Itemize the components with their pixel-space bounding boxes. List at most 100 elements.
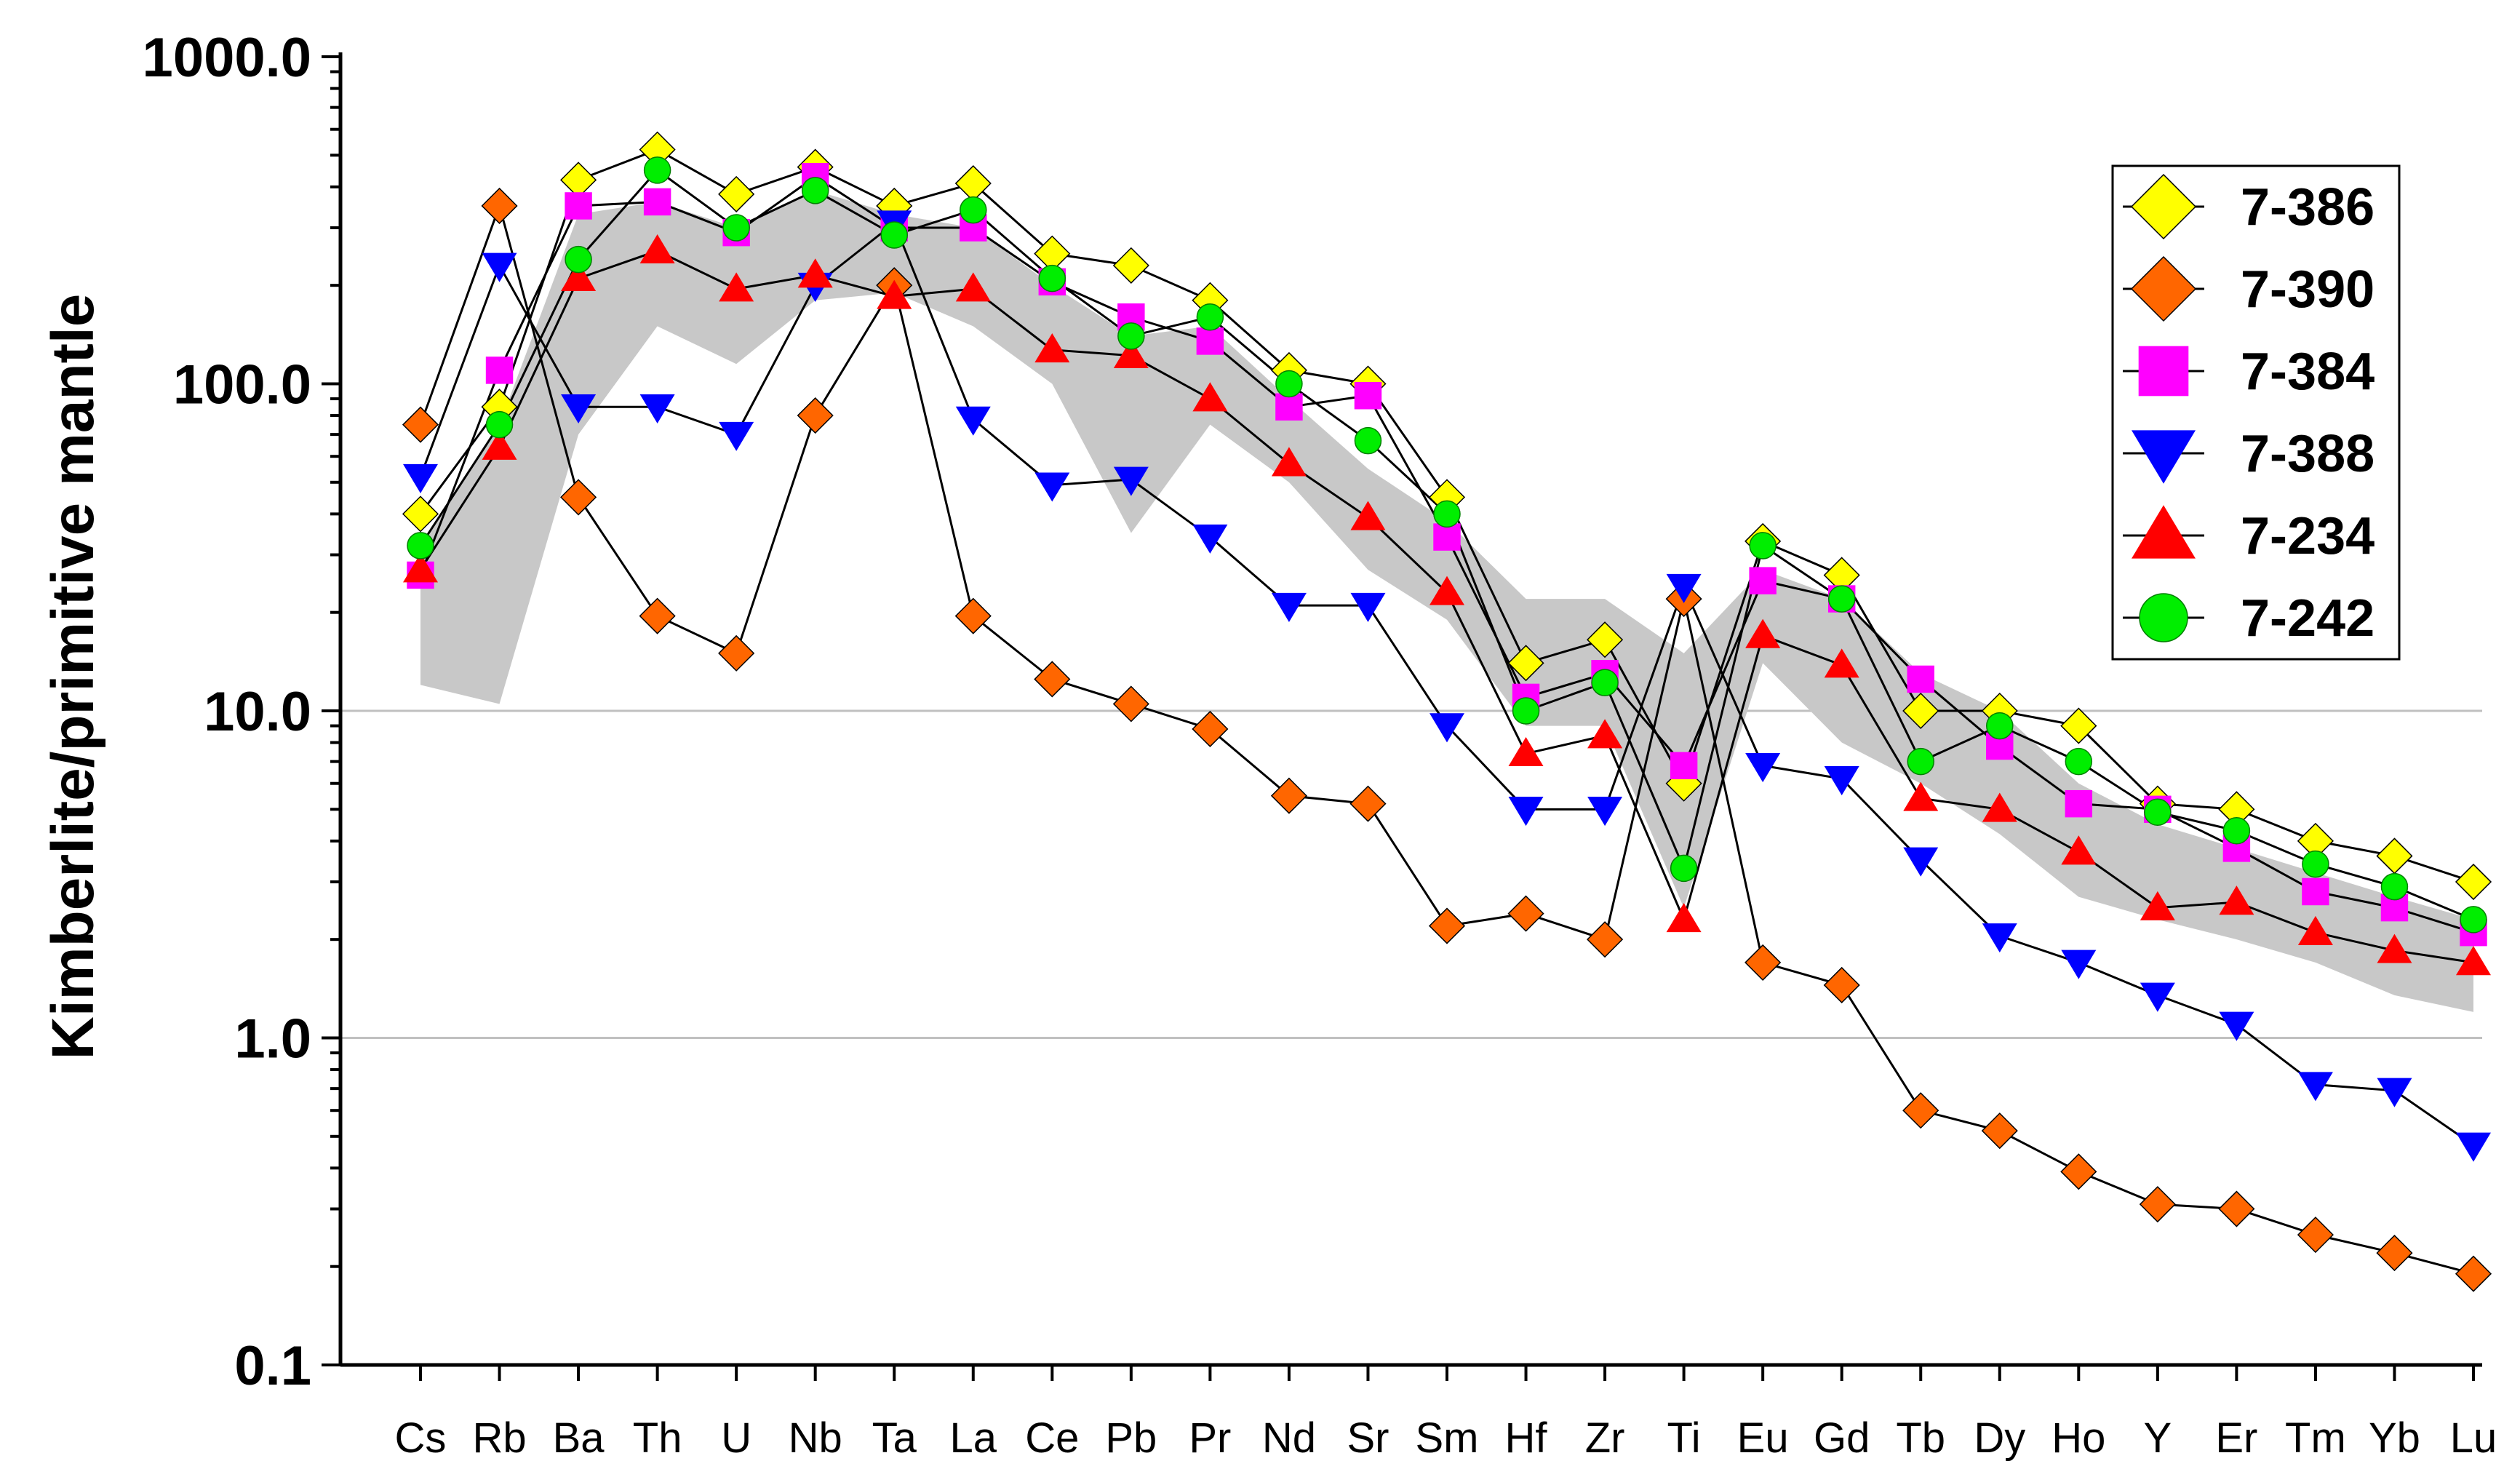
data-point-7-386: [718, 175, 755, 212]
data-point-7-388: [1666, 573, 1702, 603]
data-point-7-242: [2460, 906, 2487, 933]
data-point-7-388: [2219, 1011, 2254, 1041]
x-tick-label: Pb: [1105, 1414, 1157, 1462]
legend-marker-7-386: [2130, 173, 2197, 240]
data-point-7-390: [2218, 1190, 2255, 1227]
x-tick-label: Ho: [2052, 1414, 2105, 1462]
data-point-7-234: [1271, 447, 1307, 477]
legend-marker-7-390: [2130, 255, 2197, 322]
data-point-7-388: [1034, 472, 1070, 502]
data-point-7-388: [1430, 713, 1464, 743]
data-point-7-234: [2061, 835, 2097, 865]
data-point-7-390: [797, 397, 834, 434]
data-point-7-242: [960, 196, 987, 224]
data-point-7-242: [801, 177, 829, 204]
data-point-7-390: [560, 479, 597, 516]
data-point-7-384: [1354, 382, 1382, 410]
data-point-7-388: [1587, 797, 1623, 827]
data-point-7-234: [1192, 382, 1228, 412]
data-point-7-388: [639, 394, 675, 424]
x-tick-label: Eu: [1737, 1414, 1789, 1462]
data-point-7-234: [2219, 885, 2254, 915]
data-point-7-388: [1350, 592, 1386, 622]
data-point-7-390: [718, 634, 755, 672]
x-tick-label: Tb: [1896, 1414, 1945, 1462]
data-point-7-388: [1113, 466, 1149, 496]
data-point-7-388: [1192, 524, 1228, 554]
axes: [322, 52, 2482, 1381]
data-point-7-386: [2376, 837, 2413, 875]
data-point-7-234: [1430, 576, 1464, 605]
data-point-7-390: [1192, 710, 1229, 748]
data-point-7-384: [1196, 327, 1224, 355]
x-tick-label: Nb: [789, 1414, 842, 1462]
data-point-7-386: [402, 495, 439, 533]
data-point-7-234: [1034, 333, 1070, 363]
data-point-7-388: [1982, 923, 2017, 953]
data-point-7-242: [2380, 872, 2409, 901]
data-point-7-242: [1670, 854, 1698, 883]
y-tick-label: 0.1: [234, 1335, 311, 1397]
data-point-7-242: [1433, 500, 1461, 528]
data-point-7-390: [1902, 1092, 1939, 1129]
data-point-7-388: [1508, 797, 1544, 827]
data-point-7-242: [1827, 585, 1856, 613]
data-point-7-390: [1270, 777, 1307, 814]
legend-marker-7-242: [2139, 593, 2188, 642]
data-point-7-390: [954, 597, 992, 634]
data-point-7-384: [485, 357, 514, 384]
data-point-7-242: [1038, 264, 1066, 292]
data-point-7-234: [2297, 915, 2333, 945]
x-tick-label: Ba: [553, 1414, 605, 1462]
data-point-7-234: [1666, 903, 1702, 933]
data-point-7-242: [643, 156, 671, 184]
data-point-7-234: [1824, 648, 1859, 678]
legend-box: [2111, 164, 2401, 661]
data-point-7-388: [719, 421, 754, 451]
data-point-7-234: [719, 272, 754, 302]
data-point-7-242: [2302, 850, 2329, 878]
x-tick-label: Sm: [1416, 1414, 1479, 1462]
data-point-7-388: [955, 406, 991, 436]
data-point-7-234: [2456, 946, 2491, 976]
data-point-7-386: [1902, 692, 1939, 730]
data-point-7-242: [1512, 697, 1540, 725]
data-point-7-390: [1349, 785, 1387, 822]
data-point-7-234: [403, 553, 438, 583]
data-point-7-390: [2455, 1255, 2492, 1292]
data-point-7-242: [1986, 712, 2014, 740]
data-point-7-388: [1745, 753, 1781, 783]
x-tick-label: U: [721, 1414, 751, 1462]
data-point-7-242: [880, 221, 908, 249]
data-point-7-234: [1903, 781, 1939, 811]
data-point-7-388: [2456, 1132, 2491, 1162]
data-point-7-234: [797, 258, 833, 288]
data-point-7-384: [1275, 393, 1303, 421]
data-point-7-242: [2065, 747, 2093, 776]
data-point-7-242: [1749, 532, 1777, 560]
legend: 7-386 7-390 7-384 7-388 7-234 7-242: [2111, 164, 2401, 661]
data-point-7-390: [639, 597, 676, 634]
y-tick-label: 10.0: [204, 681, 311, 743]
legend-label: 7-390: [2241, 260, 2375, 319]
data-point-7-390: [402, 406, 439, 443]
data-point-7-384: [2302, 877, 2329, 906]
data-point-7-386: [1112, 247, 1149, 284]
data-point-7-388: [1824, 766, 1859, 796]
data-point-7-390: [2376, 1235, 2413, 1272]
data-point-7-390: [1981, 1112, 2018, 1150]
x-tick-label: Er: [2215, 1414, 2257, 1462]
data-point-7-234: [955, 272, 991, 302]
x-tick-label: Zr: [1585, 1414, 1625, 1462]
tick-labels: 1000.0 100.0 10.0 1.0 0.1 Cs Rb Ba Th U Nb Ta La Ce Pb…: [143, 27, 2497, 1462]
data-point-7-234: [561, 261, 597, 291]
y-tick-label: 100.0: [173, 354, 311, 416]
y-tick-label: 1.0: [234, 1008, 311, 1070]
x-tick-label: Ta: [872, 1414, 917, 1462]
x-tick-label: Cs: [395, 1414, 447, 1462]
data-point-7-384: [1749, 567, 1777, 594]
data-point-7-388: [482, 252, 517, 282]
data-point-7-242: [722, 214, 750, 242]
data-point-7-384: [1433, 523, 1461, 551]
